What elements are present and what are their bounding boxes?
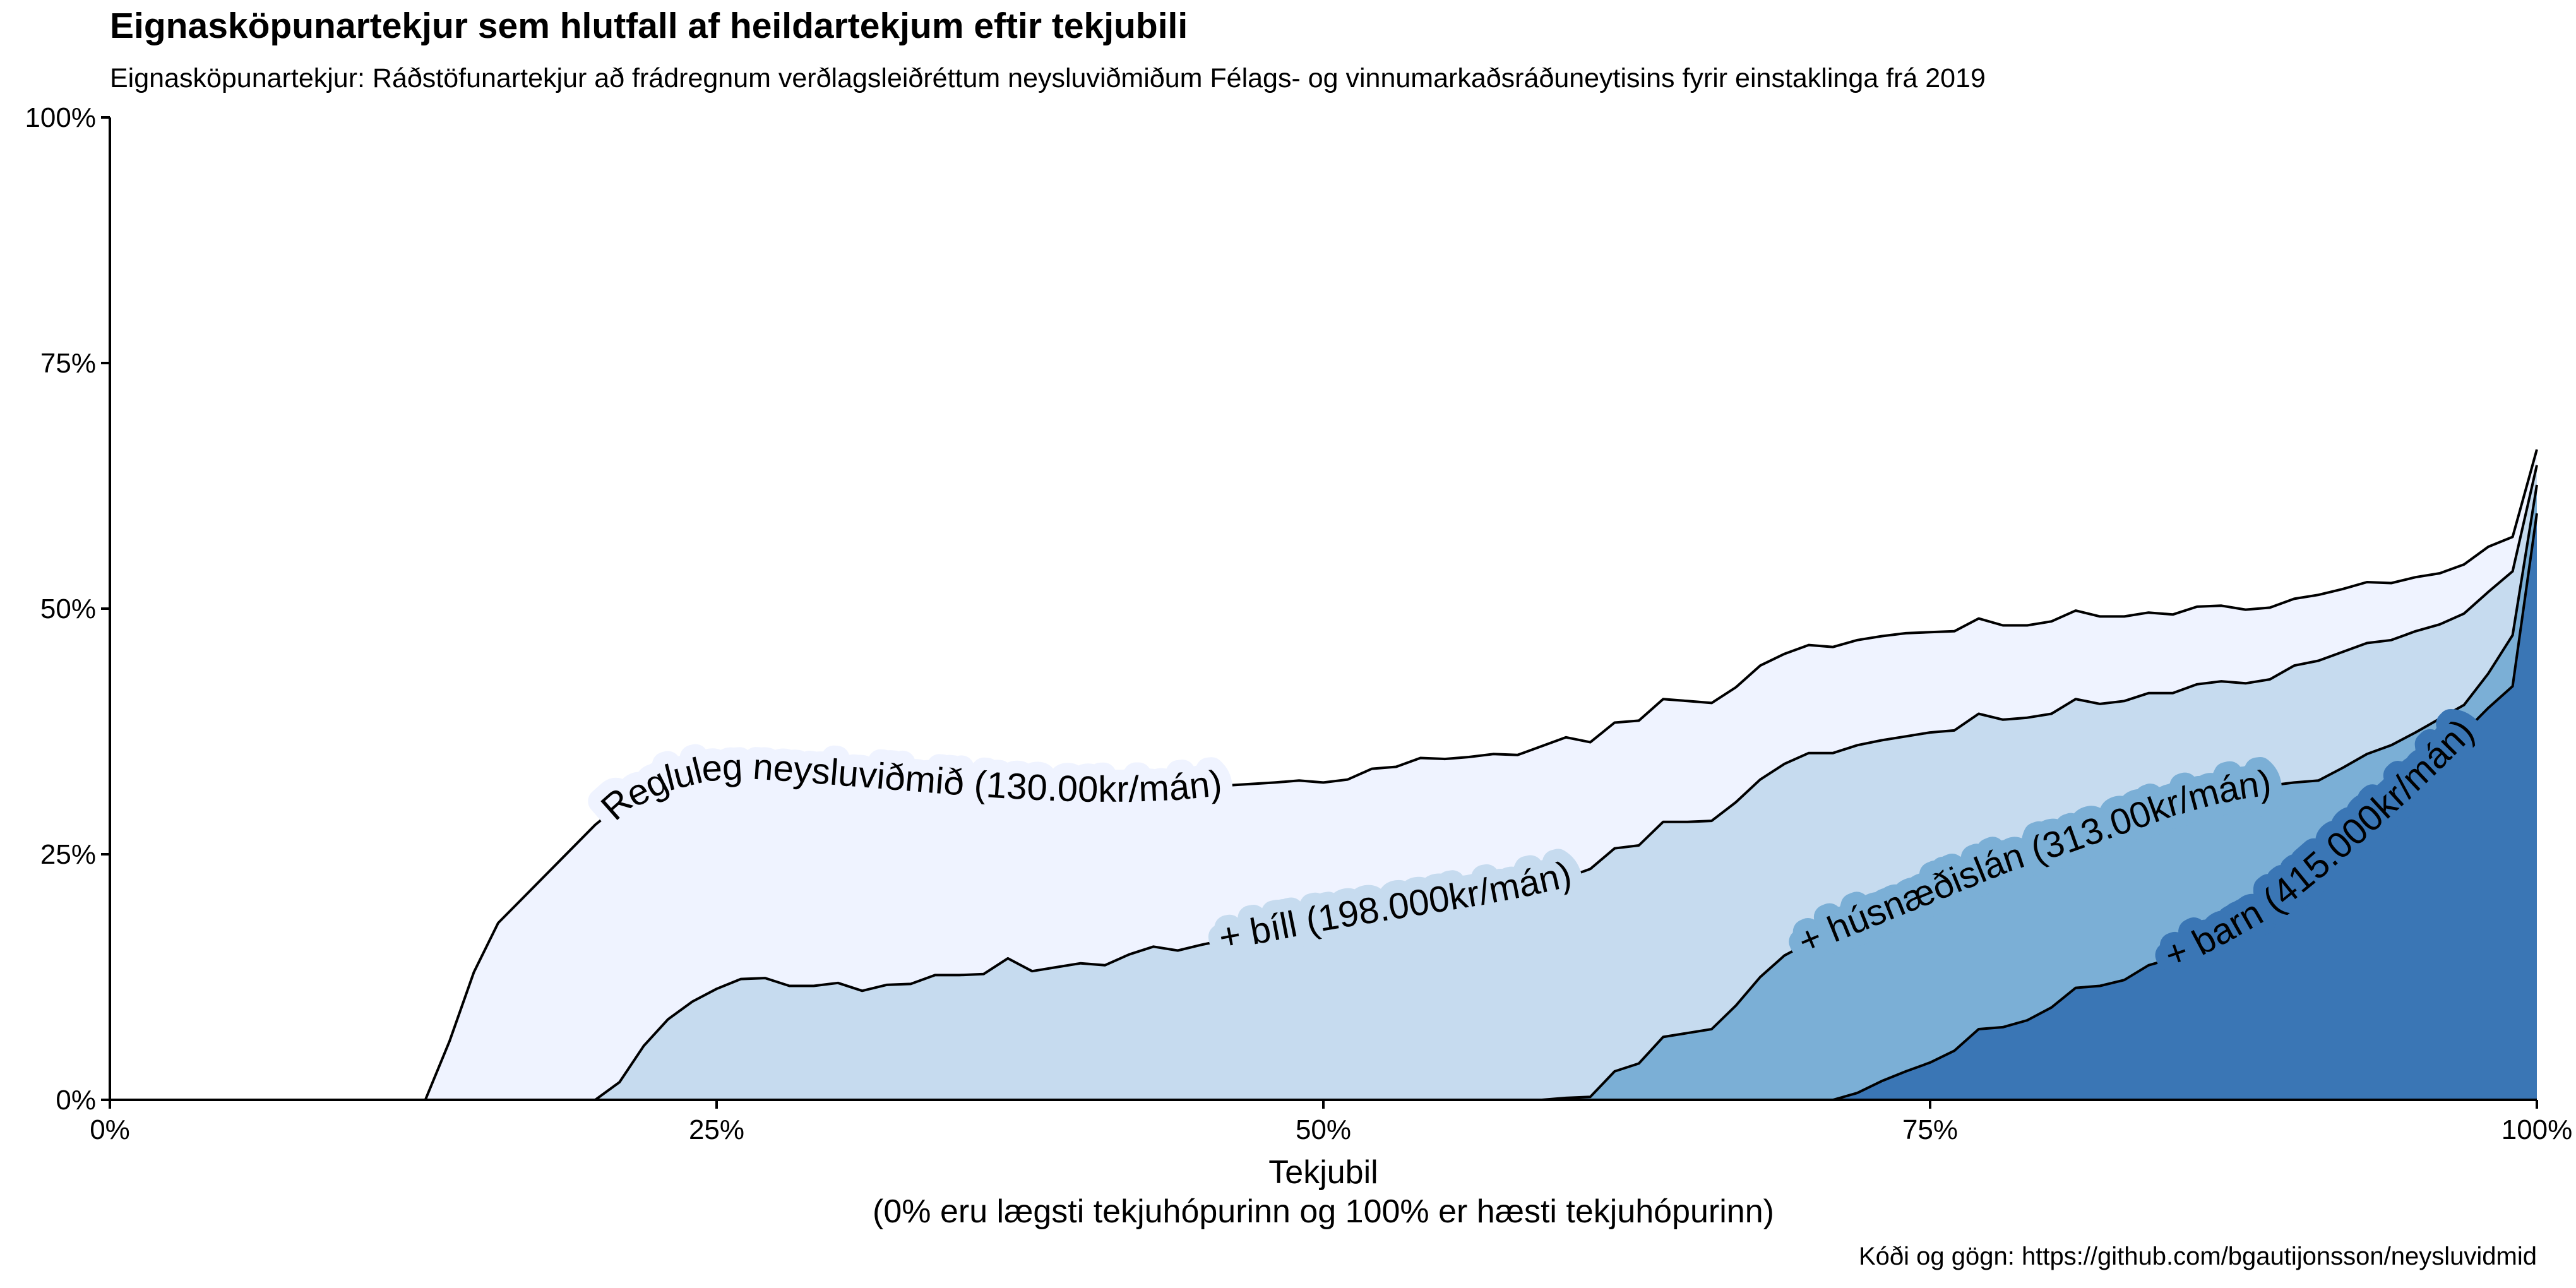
- ticks-group: 0%0% 25% 25% 50% 50% 75% 75% 100% 100%: [25, 102, 2572, 1145]
- y-tick-label: 25%: [40, 839, 96, 870]
- y-tick-label: 75%: [40, 348, 96, 379]
- source-caption: Kóði og gögn: https://github.com/bgautij…: [1858, 1243, 2537, 1270]
- series-lines-group: [110, 449, 2538, 1101]
- y-tick-label: 100%: [25, 102, 96, 133]
- y-tick-label: 0%: [56, 1085, 96, 1116]
- y-tick-label: 50%: [40, 593, 96, 624]
- line-series-2: [110, 465, 2538, 1101]
- page-title: Eignasköpunartekjur sem hlutfall af heil…: [110, 6, 1188, 46]
- x-tick-label: 50%: [1296, 1114, 1351, 1145]
- x-axis-title: Tekjubil: [1268, 1154, 1378, 1191]
- line-series-1: [110, 449, 2538, 1101]
- area-series-3: [110, 484, 2537, 1100]
- x-tick-label: 75%: [1902, 1114, 1958, 1145]
- area-series-4: [110, 513, 2537, 1100]
- x-tick-label: 25%: [689, 1114, 744, 1145]
- x-tick-label: 100%: [2501, 1114, 2573, 1145]
- line-series-4: [110, 513, 2538, 1101]
- x-axis-subtitle: (0% eru lægsti tekjuhópurinn og 100% er …: [873, 1193, 1774, 1230]
- line-series-3: [110, 484, 2538, 1101]
- x-tick-label: 0%: [90, 1114, 130, 1145]
- page-subtitle: Eignasköpunartekjur: Ráðstöfunartekjur a…: [110, 63, 1986, 93]
- area-series-group: [110, 449, 2537, 1100]
